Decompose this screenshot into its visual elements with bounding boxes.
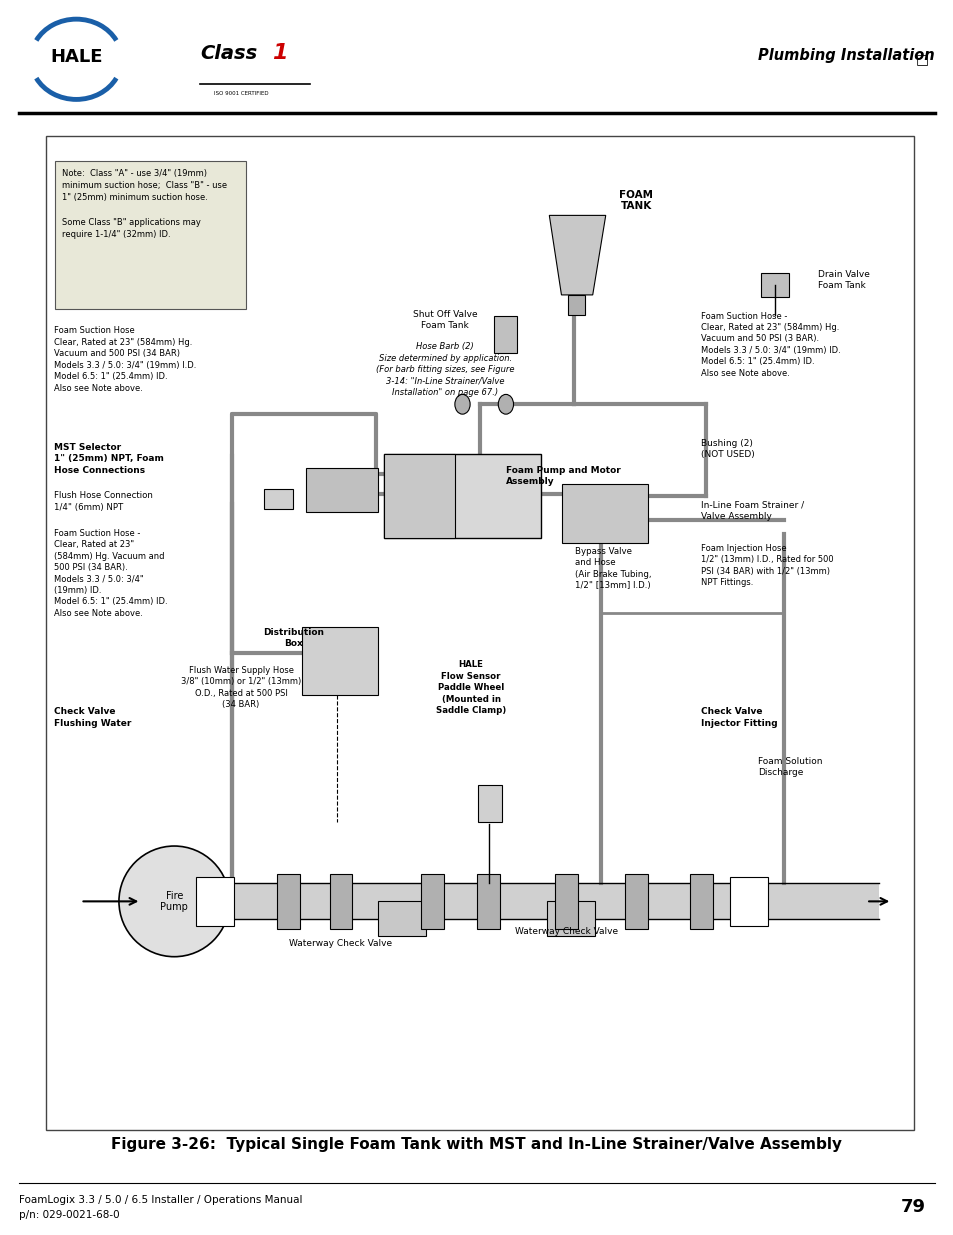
Text: Foam Solution
Discharge: Foam Solution Discharge (757, 757, 821, 777)
FancyBboxPatch shape (384, 454, 540, 538)
Text: 1: 1 (272, 43, 287, 63)
FancyBboxPatch shape (476, 874, 499, 929)
FancyBboxPatch shape (729, 877, 767, 926)
FancyBboxPatch shape (760, 273, 788, 298)
Text: HALE: HALE (50, 48, 103, 65)
Text: FOAM
TANK: FOAM TANK (618, 190, 653, 211)
FancyBboxPatch shape (477, 784, 501, 821)
Text: Hose Barb (2)
Size determined by application.
(For barb fitting sizes, see Figur: Hose Barb (2) Size determined by applica… (375, 342, 514, 396)
Text: Drain Valve
Foam Tank: Drain Valve Foam Tank (818, 269, 869, 290)
FancyBboxPatch shape (46, 136, 913, 1130)
Text: FoamLogix 3.3 / 5.0 / 6.5 Installer / Operations Manual: FoamLogix 3.3 / 5.0 / 6.5 Installer / Op… (19, 1195, 302, 1205)
Text: HALE
Flow Sensor
Paddle Wheel
(Mounted in
Saddle Clamp): HALE Flow Sensor Paddle Wheel (Mounted i… (436, 661, 506, 715)
Polygon shape (549, 215, 605, 295)
FancyBboxPatch shape (384, 454, 455, 538)
FancyBboxPatch shape (689, 874, 712, 929)
Text: Flush Water Supply Hose
3/8" (10mm) or 1/2" (13mm)
O.D., Rated at 500 PSI
(34 BA: Flush Water Supply Hose 3/8" (10mm) or 1… (181, 666, 301, 709)
Polygon shape (567, 295, 584, 315)
Text: Shut Off Valve
Foam Tank: Shut Off Valve Foam Tank (413, 310, 476, 330)
Text: Foam Suction Hose -
Clear, Rated at 23" (584mm) Hg.
Vacuum and 50 PSI (3 BAR).
M: Foam Suction Hose - Clear, Rated at 23" … (700, 311, 841, 378)
Text: Check Valve
Flushing Water: Check Valve Flushing Water (54, 708, 132, 727)
Text: Figure 3-26:  Typical Single Foam Tank with MST and In-Line Strainer/Valve Assem: Figure 3-26: Typical Single Foam Tank wi… (112, 1137, 841, 1152)
Circle shape (497, 394, 513, 414)
Text: Foam Suction Hose -
Clear, Rated at 23"
(584mm) Hg. Vacuum and
500 PSI (34 BAR).: Foam Suction Hose - Clear, Rated at 23" … (54, 529, 168, 618)
FancyBboxPatch shape (195, 877, 233, 926)
Text: Waterway Check Valve: Waterway Check Valve (289, 939, 392, 947)
FancyBboxPatch shape (561, 484, 647, 543)
FancyBboxPatch shape (494, 316, 517, 353)
Text: 79: 79 (900, 1198, 924, 1216)
Text: Plumbing Installation: Plumbing Installation (758, 48, 934, 63)
Text: In-Line Foam Strainer /
Valve Assembly: In-Line Foam Strainer / Valve Assembly (700, 500, 803, 521)
Text: Foam Suction Hose
Clear, Rated at 23" (584mm) Hg.
Vacuum and 500 PSI (34 BAR)
Mo: Foam Suction Hose Clear, Rated at 23" (5… (54, 326, 196, 393)
Text: Fire
Pump: Fire Pump (160, 890, 188, 913)
FancyBboxPatch shape (277, 874, 300, 929)
FancyBboxPatch shape (624, 874, 647, 929)
Text: Bushing (2)
(NOT USED): Bushing (2) (NOT USED) (700, 438, 754, 459)
FancyBboxPatch shape (306, 468, 377, 511)
Text: ISO 9001 CERTIFIED: ISO 9001 CERTIFIED (213, 91, 268, 96)
FancyBboxPatch shape (555, 874, 578, 929)
Text: Bypass Valve
and Hose
(Air Brake Tubing,
1/2" [13mm] I.D.): Bypass Valve and Hose (Air Brake Tubing,… (575, 547, 651, 590)
Text: Foam Injection Hose
1/2" (13mm) I.D., Rated for 500
PSI (34 BAR) with 1/2" (13mm: Foam Injection Hose 1/2" (13mm) I.D., Ra… (700, 543, 833, 587)
Text: □: □ (915, 52, 928, 67)
Text: Class: Class (200, 43, 257, 63)
FancyBboxPatch shape (301, 626, 377, 694)
Text: Flush Hose Connection
1/4" (6mm) NPT: Flush Hose Connection 1/4" (6mm) NPT (54, 492, 153, 513)
Circle shape (455, 394, 470, 414)
FancyBboxPatch shape (547, 902, 595, 936)
FancyBboxPatch shape (55, 161, 246, 309)
Text: Check Valve
Injector Fitting: Check Valve Injector Fitting (700, 708, 777, 727)
FancyBboxPatch shape (329, 874, 352, 929)
Text: p/n: 029-0021-68-0: p/n: 029-0021-68-0 (19, 1210, 119, 1220)
Text: Note:  Class "A" - use 3/4" (19mm)
minimum suction hose;  Class "B" - use
1" (25: Note: Class "A" - use 3/4" (19mm) minimu… (62, 169, 227, 238)
Text: Foam Pump and Motor
Assembly: Foam Pump and Motor Assembly (505, 466, 620, 487)
FancyBboxPatch shape (420, 874, 443, 929)
Polygon shape (174, 883, 879, 919)
Text: Waterway Check Valve: Waterway Check Valve (514, 926, 617, 936)
Text: MST Selector
1" (25mm) NPT, Foam
Hose Connections: MST Selector 1" (25mm) NPT, Foam Hose Co… (54, 443, 164, 475)
FancyBboxPatch shape (264, 489, 293, 509)
Text: Distribution
Box: Distribution Box (262, 627, 323, 648)
FancyBboxPatch shape (377, 902, 425, 936)
Ellipse shape (119, 846, 230, 957)
